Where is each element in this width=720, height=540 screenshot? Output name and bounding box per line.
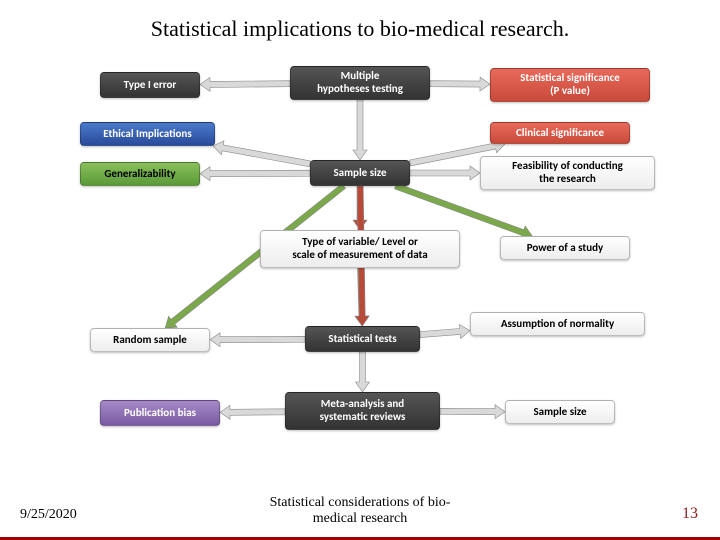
connector-arrow xyxy=(200,77,290,91)
page-title: Statistical implications to bio-medical … xyxy=(0,0,720,42)
node-type1: Type I error xyxy=(100,72,200,98)
footer-caption-line1: Statistical considerations of bio- xyxy=(270,495,451,510)
footer-caption-line2: medical research xyxy=(313,511,407,526)
connector-arrow xyxy=(430,77,490,91)
node-typevar: Type of variable/ Level orscale of measu… xyxy=(260,230,460,268)
connector-arrow xyxy=(440,405,505,419)
connector-arrow xyxy=(210,333,305,347)
connector-arrow xyxy=(200,167,310,181)
connector-arrow xyxy=(420,325,470,339)
node-pubbias: Publication bias xyxy=(100,400,220,426)
diagram-canvas: Type I error Multiplehypotheses testing St… xyxy=(60,60,660,480)
node-power: Power of a study xyxy=(500,236,630,260)
connector-arrow xyxy=(220,405,285,419)
node-ssize: Sample size xyxy=(310,160,410,186)
connector-arrow xyxy=(355,268,369,326)
node-norm: Assumption of normality xyxy=(470,312,645,336)
footer-page-number: 13 xyxy=(682,505,698,523)
node-stests: Statistical tests xyxy=(305,326,420,352)
connector-arrow xyxy=(353,100,367,160)
node-clinsig: Clinical significance xyxy=(490,122,630,144)
footer-caption: Statistical considerations of bio- medic… xyxy=(0,495,720,527)
node-pval: Statistical significance(P value) xyxy=(490,68,650,102)
node-random: Random sample xyxy=(90,328,210,352)
node-feas: Feasibility of conductingthe research xyxy=(480,156,655,190)
node-ssize2: Sample size xyxy=(505,400,615,424)
node-meta: Meta-analysis andsystematic reviews xyxy=(285,392,440,430)
connector-arrow xyxy=(356,352,370,392)
node-gen: Generalizability xyxy=(80,162,200,186)
node-multi: Multiplehypotheses testing xyxy=(290,66,430,100)
connector-arrow xyxy=(353,186,367,230)
connector-arrow xyxy=(410,166,480,180)
node-ethics: Ethical Implications xyxy=(80,122,215,146)
connector-arrow xyxy=(213,141,311,167)
